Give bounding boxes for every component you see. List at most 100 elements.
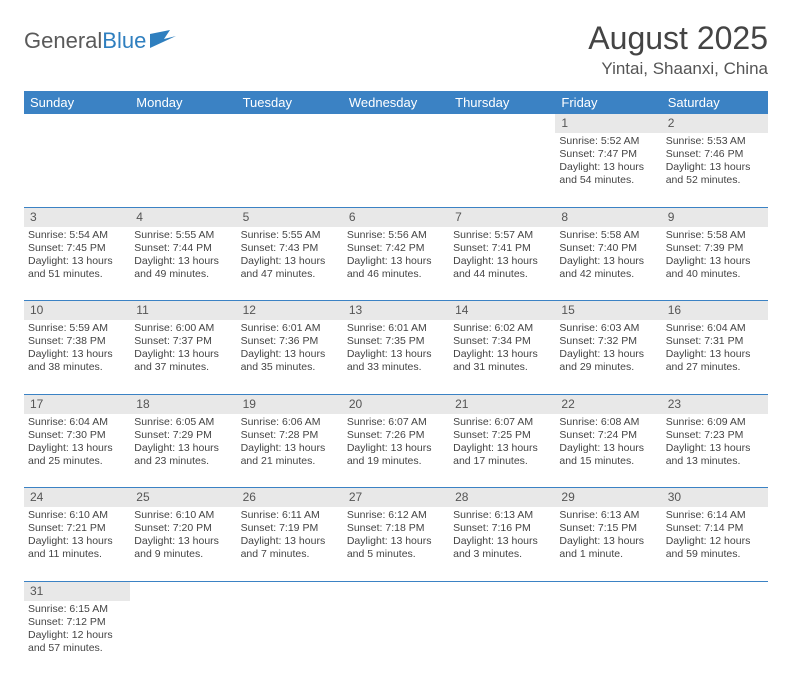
brand-part1: General: [24, 28, 102, 54]
day-cell: Sunrise: 6:01 AMSunset: 7:35 PMDaylight:…: [343, 320, 449, 394]
day-cell: [449, 133, 555, 207]
day-number: [24, 114, 130, 133]
sunrise-text: Sunrise: 6:08 AM: [559, 416, 657, 429]
daylight-text: Daylight: 12 hours and 57 minutes.: [28, 629, 126, 655]
day-number: 25: [130, 488, 236, 508]
sunset-text: Sunset: 7:12 PM: [28, 616, 126, 629]
day-cell: Sunrise: 5:55 AMSunset: 7:44 PMDaylight:…: [130, 227, 236, 301]
day-cell: Sunrise: 6:08 AMSunset: 7:24 PMDaylight:…: [555, 414, 661, 488]
sunrise-text: Sunrise: 6:12 AM: [347, 509, 445, 522]
day-number-row: 3456789: [24, 207, 768, 227]
sunset-text: Sunset: 7:24 PM: [559, 429, 657, 442]
day-number: 15: [555, 301, 661, 321]
day-cell: Sunrise: 5:58 AMSunset: 7:39 PMDaylight:…: [662, 227, 768, 301]
day-cell: Sunrise: 5:55 AMSunset: 7:43 PMDaylight:…: [237, 227, 343, 301]
day-number: 22: [555, 394, 661, 414]
day-cell: Sunrise: 6:05 AMSunset: 7:29 PMDaylight:…: [130, 414, 236, 488]
flag-icon: [150, 28, 176, 54]
daylight-text: Daylight: 13 hours and 25 minutes.: [28, 442, 126, 468]
day-cell: Sunrise: 6:10 AMSunset: 7:21 PMDaylight:…: [24, 507, 130, 581]
day-cell: Sunrise: 5:58 AMSunset: 7:40 PMDaylight:…: [555, 227, 661, 301]
sunset-text: Sunset: 7:37 PM: [134, 335, 232, 348]
sunset-text: Sunset: 7:40 PM: [559, 242, 657, 255]
day-header: Thursday: [449, 91, 555, 114]
daylight-text: Daylight: 13 hours and 15 minutes.: [559, 442, 657, 468]
daylight-text: Daylight: 13 hours and 3 minutes.: [453, 535, 551, 561]
day-number: [130, 114, 236, 133]
day-cell: Sunrise: 6:07 AMSunset: 7:26 PMDaylight:…: [343, 414, 449, 488]
day-cell: Sunrise: 6:06 AMSunset: 7:28 PMDaylight:…: [237, 414, 343, 488]
day-cell: Sunrise: 6:07 AMSunset: 7:25 PMDaylight:…: [449, 414, 555, 488]
sunrise-text: Sunrise: 6:09 AM: [666, 416, 764, 429]
sunrise-text: Sunrise: 6:05 AM: [134, 416, 232, 429]
sunset-text: Sunset: 7:36 PM: [241, 335, 339, 348]
day-header: Tuesday: [237, 91, 343, 114]
day-cell: Sunrise: 6:04 AMSunset: 7:31 PMDaylight:…: [662, 320, 768, 394]
sunrise-text: Sunrise: 6:00 AM: [134, 322, 232, 335]
day-number: 11: [130, 301, 236, 321]
sunset-text: Sunset: 7:34 PM: [453, 335, 551, 348]
sunset-text: Sunset: 7:28 PM: [241, 429, 339, 442]
day-cell: Sunrise: 5:56 AMSunset: 7:42 PMDaylight:…: [343, 227, 449, 301]
sunset-text: Sunset: 7:29 PM: [134, 429, 232, 442]
sunset-text: Sunset: 7:41 PM: [453, 242, 551, 255]
day-cell: [130, 133, 236, 207]
sunrise-text: Sunrise: 6:14 AM: [666, 509, 764, 522]
day-number: 3: [24, 207, 130, 227]
daylight-text: Daylight: 13 hours and 1 minute.: [559, 535, 657, 561]
day-header: Saturday: [662, 91, 768, 114]
day-header-row: Sunday Monday Tuesday Wednesday Thursday…: [24, 91, 768, 114]
day-number: 5: [237, 207, 343, 227]
day-number: 18: [130, 394, 236, 414]
day-number-row: 12: [24, 114, 768, 133]
day-header: Monday: [130, 91, 236, 114]
day-number: 30: [662, 488, 768, 508]
sunset-text: Sunset: 7:47 PM: [559, 148, 657, 161]
day-number: 26: [237, 488, 343, 508]
day-cell: Sunrise: 6:11 AMSunset: 7:19 PMDaylight:…: [237, 507, 343, 581]
day-number: 4: [130, 207, 236, 227]
sunset-text: Sunset: 7:43 PM: [241, 242, 339, 255]
daylight-text: Daylight: 13 hours and 5 minutes.: [347, 535, 445, 561]
sunset-text: Sunset: 7:15 PM: [559, 522, 657, 535]
daylight-text: Daylight: 13 hours and 21 minutes.: [241, 442, 339, 468]
day-number: 2: [662, 114, 768, 133]
sunrise-text: Sunrise: 6:01 AM: [347, 322, 445, 335]
daylight-text: Daylight: 13 hours and 51 minutes.: [28, 255, 126, 281]
day-number: [449, 581, 555, 601]
day-number: [237, 114, 343, 133]
sunrise-text: Sunrise: 6:01 AM: [241, 322, 339, 335]
daylight-text: Daylight: 13 hours and 29 minutes.: [559, 348, 657, 374]
month-title: August 2025: [588, 20, 768, 57]
sunrise-text: Sunrise: 6:07 AM: [453, 416, 551, 429]
sunset-text: Sunset: 7:39 PM: [666, 242, 764, 255]
day-content-row: Sunrise: 5:59 AMSunset: 7:38 PMDaylight:…: [24, 320, 768, 394]
daylight-text: Daylight: 13 hours and 27 minutes.: [666, 348, 764, 374]
sunset-text: Sunset: 7:44 PM: [134, 242, 232, 255]
day-number: [555, 581, 661, 601]
sunset-text: Sunset: 7:14 PM: [666, 522, 764, 535]
daylight-text: Daylight: 13 hours and 7 minutes.: [241, 535, 339, 561]
day-number: 24: [24, 488, 130, 508]
day-number-row: 31: [24, 581, 768, 601]
sunrise-text: Sunrise: 5:56 AM: [347, 229, 445, 242]
sunset-text: Sunset: 7:45 PM: [28, 242, 126, 255]
day-number: 6: [343, 207, 449, 227]
day-cell: Sunrise: 5:54 AMSunset: 7:45 PMDaylight:…: [24, 227, 130, 301]
day-content-row: Sunrise: 6:04 AMSunset: 7:30 PMDaylight:…: [24, 414, 768, 488]
daylight-text: Daylight: 13 hours and 31 minutes.: [453, 348, 551, 374]
day-cell: Sunrise: 6:00 AMSunset: 7:37 PMDaylight:…: [130, 320, 236, 394]
day-cell: Sunrise: 6:01 AMSunset: 7:36 PMDaylight:…: [237, 320, 343, 394]
sunrise-text: Sunrise: 5:53 AM: [666, 135, 764, 148]
day-number: 31: [24, 581, 130, 601]
sunrise-text: Sunrise: 5:55 AM: [134, 229, 232, 242]
day-number: [343, 581, 449, 601]
day-number: 28: [449, 488, 555, 508]
daylight-text: Daylight: 13 hours and 23 minutes.: [134, 442, 232, 468]
daylight-text: Daylight: 12 hours and 59 minutes.: [666, 535, 764, 561]
sunrise-text: Sunrise: 5:59 AM: [28, 322, 126, 335]
day-number: 21: [449, 394, 555, 414]
day-cell: Sunrise: 5:59 AMSunset: 7:38 PMDaylight:…: [24, 320, 130, 394]
sunrise-text: Sunrise: 5:52 AM: [559, 135, 657, 148]
day-cell: [237, 133, 343, 207]
